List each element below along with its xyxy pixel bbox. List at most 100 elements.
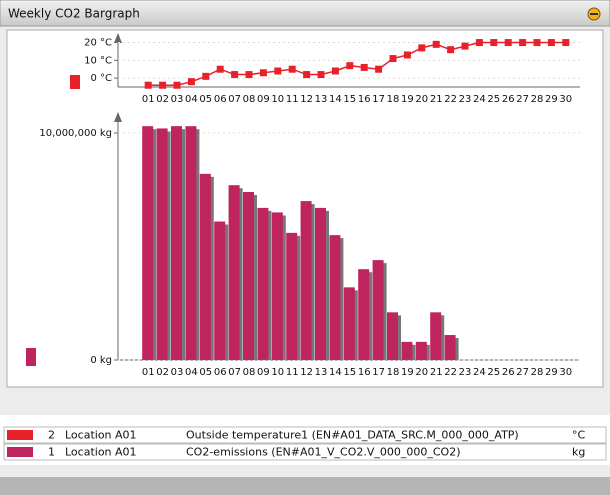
legend-table: 2 Location A01 Outside temperature1 (EN#A0… [3,426,607,461]
x-tick-label: 14 [329,94,342,105]
x-tick-label: 23 [459,94,472,105]
bar [257,207,269,360]
x-tick-label: 28 [531,94,544,105]
charts: 0 °C10 °C20 °C01 02 03 04 05 06 07 08 09 10 11 12 13… [26,33,580,378]
bar [300,201,312,360]
status-bar [0,477,610,495]
y-tick-label: 10 °C [84,55,112,66]
bar [185,126,197,360]
bar [214,221,226,360]
temperature-point [288,65,296,73]
temperature-point [375,65,383,73]
temperature-point [159,81,167,89]
x-tick-label: 17 [372,94,385,105]
bar [142,126,154,360]
x-tick-label: 21 [430,367,443,378]
x-tick-label: 09 [257,367,270,378]
x-tick-label: 22 [444,94,457,105]
temperature-point [533,39,541,47]
legend-unit: kg [572,446,585,459]
x-tick-label: 01 [142,94,155,105]
x-tick-label: 26 [502,94,515,105]
x-tick-label: 14 [329,367,342,378]
x-tick-label: 30 [559,94,572,105]
bar [315,207,326,360]
bar [358,269,370,360]
temperature-point [432,40,440,48]
x-tick-label: 11 [286,94,299,105]
x-tick-label: 05 [199,367,212,378]
x-tick-label: 11 [286,367,299,378]
legend-unit: °C [572,429,586,442]
temperature-point [547,39,555,47]
x-tick-label: 10 [271,94,284,105]
x-tick-label: 10 [271,367,284,378]
temperature-point [519,39,527,47]
temperature-point [173,81,181,89]
x-tick-label: 23 [459,367,472,378]
bar [286,232,298,360]
x-tick-label: 25 [487,94,500,105]
temperature-point [346,62,354,70]
x-tick-label: 20 [415,94,428,105]
bar [171,126,182,360]
y-axis-arrow [114,112,122,122]
temperature-point [504,39,512,47]
x-tick-label: 05 [199,94,212,105]
x-tick-label: 24 [473,367,486,378]
bar [228,185,240,360]
temperature-point [216,65,224,73]
x-tick-label: 07 [228,367,241,378]
x-tick-label: 18 [387,367,400,378]
series-swatch [26,348,36,366]
x-tick-label: 08 [243,94,256,105]
x-tick-label: 20 [415,367,428,378]
y-tick-label: 10,000,000 kg [39,128,112,139]
x-tick-label: 15 [343,367,356,378]
temperature-point [259,69,267,77]
x-tick-label: 29 [545,367,558,378]
temperature-point [360,63,368,71]
x-tick-label: 09 [257,94,270,105]
temperature-point [562,39,570,47]
x-tick-label: 24 [473,94,486,105]
legend-series: CO2-emissions (EN#A01_V_CO2.V_000_000_CO… [186,446,461,459]
x-tick-label: 06 [214,367,227,378]
x-tick-label: 22 [444,367,457,378]
bar [387,312,398,360]
x-tick-label: 04 [185,367,198,378]
x-tick-label: 12 [300,367,313,378]
bar [430,312,442,360]
temperature-point [245,71,253,79]
temperature-point [475,39,483,47]
temperature-point [231,71,239,79]
bar [271,212,283,360]
temperature-point [461,42,469,50]
y-tick-label: 0 kg [90,355,112,366]
legend-series: Outside temperature1 (EN#A01_DATA_SRC.M_… [186,429,519,442]
temperature-point [202,72,210,80]
x-tick-label: 13 [315,94,328,105]
x-tick-label: 19 [401,94,414,105]
temperature-point [187,78,195,86]
temperature-point [303,71,311,79]
legend-row [3,426,607,444]
y-tick-label: 0 °C [90,73,112,84]
bar [243,192,254,360]
bar [343,287,355,360]
legend-id: 1 [48,446,55,459]
bar [415,341,427,360]
bar [199,173,211,360]
temperature-point [331,67,339,75]
bar [156,128,168,360]
x-tick-label: 08 [243,367,256,378]
legend-swatch [7,447,33,457]
x-tick-label: 01 [142,367,155,378]
temperature-point [389,55,397,63]
x-tick-label: 19 [401,367,414,378]
legend-row [3,443,607,461]
x-tick-label: 12 [300,94,313,105]
legend-location: Location A01 [65,446,137,459]
